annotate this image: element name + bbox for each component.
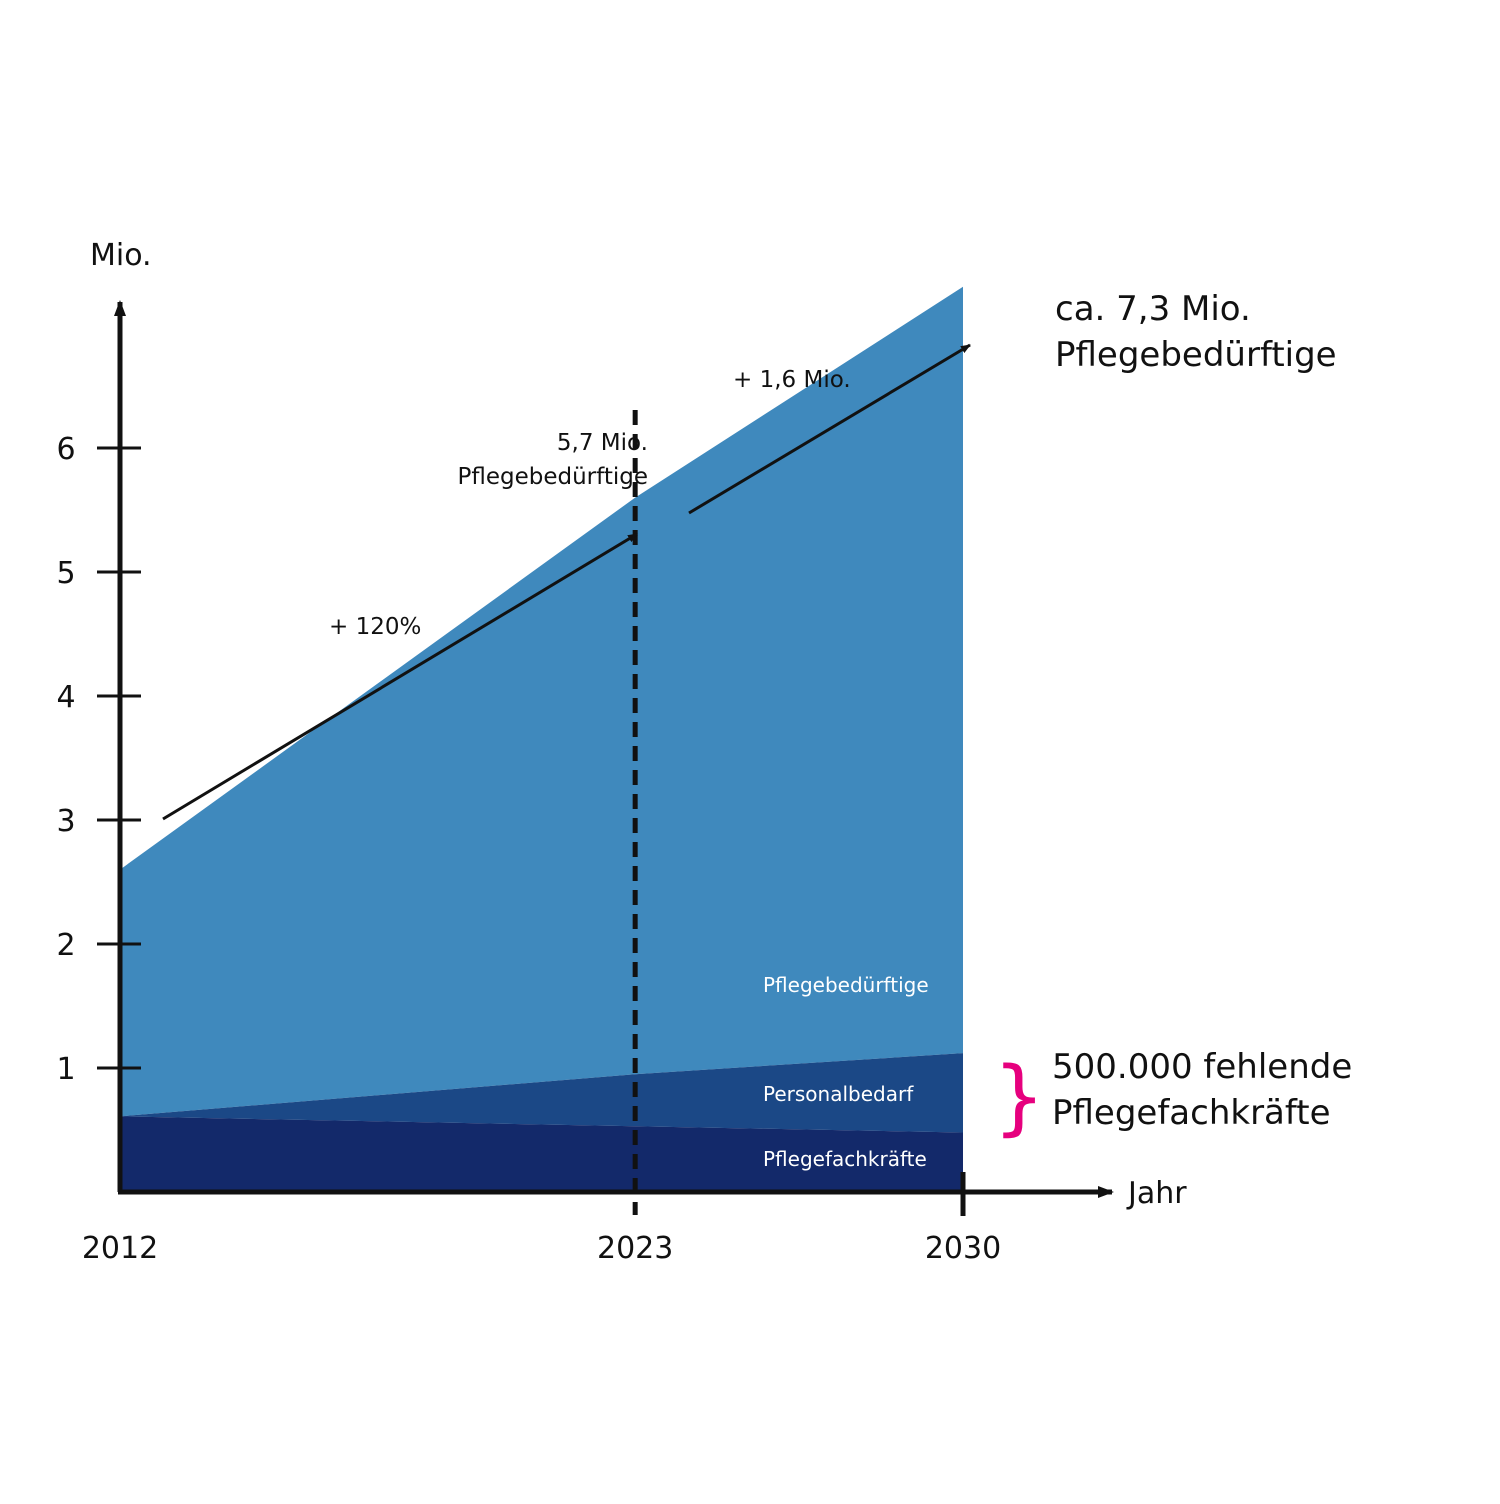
x-axis-label: Jahr [1126,1176,1187,1211]
gap-bracket-icon: } [993,1050,1045,1145]
annotation-2023-value: 5,7 Mio. [557,430,648,456]
area-pflegebeduerftige [120,286,963,1117]
labels-layer: + 120% + 1,6 Mio. 5,7 Mio. Pflegebedürftige… [162,289,1352,1145]
areas-layer: Pflegebedürftige Personalbedarf Pflegefach… [120,286,963,1192]
y-tick-label: 5 [56,556,75,591]
trend-arrow-2023-2030 [688,343,971,515]
y-tick-label: 3 [56,804,75,839]
annotation-2030-label: Pflegebedürftige [1055,335,1337,375]
y-tick-label: 4 [56,680,75,715]
y-tick-label: 1 [56,1052,75,1087]
x-tick-label: 2023 [597,1231,673,1266]
series-label-personalbedarf: Personalbedarf [763,1082,914,1106]
area-personalbedarf [120,1053,963,1133]
x-tick-label: 2012 [82,1231,158,1266]
y-axis-label: Mio. [90,238,152,273]
annotation-2023-label: Pflegebedürftige [458,464,649,490]
annotation-growth-absolute: + 1,6 Mio. [733,367,851,393]
annotation-gap-line1: 500.000 fehlende [1052,1047,1352,1087]
annotation-growth-percent: + 120% [329,614,421,640]
axes-layer: 1 2 3 4 5 6 2012 2023 2030 Mio. Jahr [56,238,1187,1266]
series-label-pflegebeduerftige: Pflegebedürftige [763,973,929,997]
trend-arrow-2012-2023 [162,532,638,821]
area-pflegefachkraefte [120,1116,963,1192]
annotation-gap-line2: Pflegefachkräfte [1052,1093,1331,1133]
y-tick-label: 2 [56,928,75,963]
y-tick-label: 6 [56,432,75,467]
annotation-2030-value: ca. 7,3 Mio. [1055,289,1251,329]
x-tick-label: 2030 [925,1231,1001,1266]
series-label-pflegefachkraefte: Pflegefachkräfte [763,1147,927,1171]
